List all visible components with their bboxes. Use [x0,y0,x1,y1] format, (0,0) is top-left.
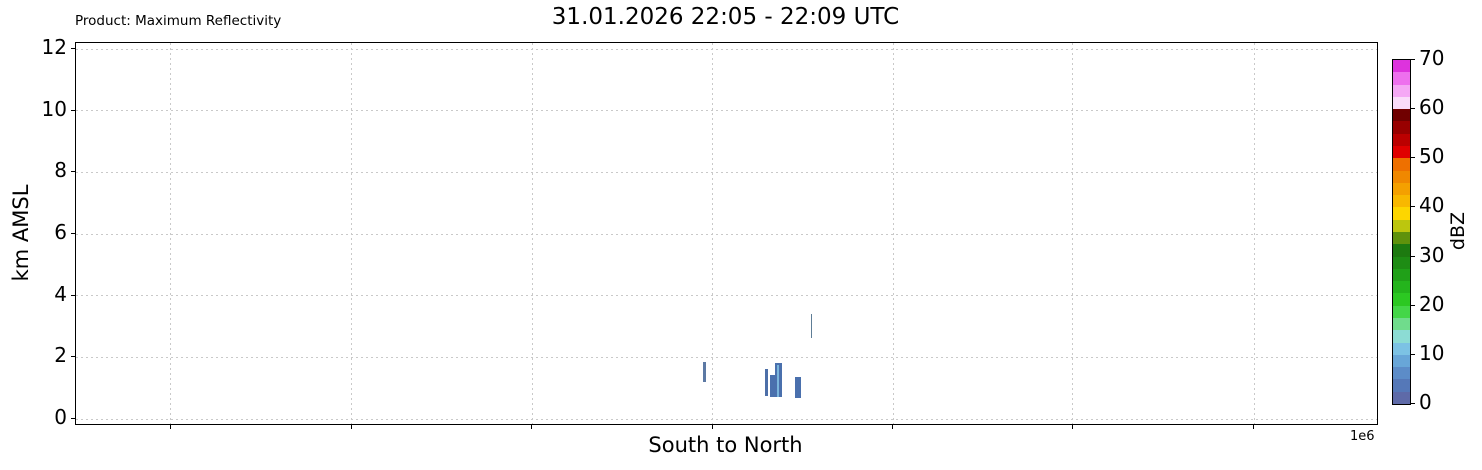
x-axis-label: South to North [648,433,803,457]
x-tick [711,425,713,429]
colorbar-segment [1393,305,1410,319]
x-gridline [351,43,353,424]
y-tick-label: 2 [54,343,67,368]
colorbar-axis-label: dBZ [1447,211,1469,251]
y-tick [71,356,75,358]
colorbar-tick-label: 0 [1419,390,1432,415]
colorbar-segment [1393,109,1410,122]
y-tick-label: 6 [54,220,67,245]
x-gridline [892,43,894,424]
y-gridline [76,48,1377,50]
colorbar-tick [1411,108,1415,110]
colorbar-segment [1393,256,1410,270]
colorbar-segment [1393,158,1410,172]
chart-title: 31.01.2026 22:05 - 22:09 UTC [551,4,900,30]
colorbar-tick [1411,353,1415,355]
x-gridline [712,43,714,424]
colorbar-segment [1393,72,1410,86]
colorbar-segment [1393,195,1410,208]
colorbar-tick [1411,304,1415,306]
x-gridline [1253,43,1255,424]
colorbar-tick-label: 50 [1419,144,1445,169]
colorbar-segment [1393,268,1410,282]
colorbar-segment [1393,146,1410,159]
echo-column [703,362,707,382]
x-gridline [170,43,172,424]
colorbar-tick [1411,255,1415,257]
colorbar-tick-label: 20 [1419,291,1445,316]
colorbar-segment [1393,342,1410,356]
echo-column [770,374,775,398]
y-gridline [76,171,1377,173]
colorbar-segment [1393,281,1410,294]
y-tick-label: 8 [54,158,67,183]
colorbar-segment [1393,133,1410,147]
y-tick [71,233,75,234]
plot-area [75,42,1378,425]
y-tick [71,294,75,296]
y-tick [71,418,75,419]
colorbar-tick-label: 30 [1419,242,1445,267]
colorbar-segment [1393,170,1410,184]
colorbar-tick [1411,403,1415,404]
colorbar [1392,59,1411,405]
colorbar-tick-label: 60 [1419,95,1445,120]
colorbar-segment [1393,96,1410,110]
colorbar-segment [1393,330,1410,344]
y-tick [71,48,75,49]
y-tick-label: 0 [54,405,67,430]
colorbar-segment [1393,60,1410,73]
y-tick [71,171,75,173]
y-gridline [76,295,1377,297]
colorbar-segment [1393,207,1410,221]
echo-column-light [776,365,779,398]
colorbar-segment [1393,391,1410,405]
colorbar-segment [1393,293,1410,307]
y-tick-label: 12 [41,35,67,60]
x-tick [350,425,352,429]
colorbar-tick-label: 70 [1419,46,1445,71]
echo-column [795,377,801,399]
colorbar-segment [1393,84,1410,98]
x-axis-offset-label: 1e6 [1350,429,1375,444]
x-tick [169,425,171,429]
x-gridline [531,43,533,424]
colorbar-segment [1393,232,1410,245]
colorbar-segment [1393,182,1410,196]
colorbar-segment [1393,367,1410,380]
colorbar-segment [1393,219,1410,233]
y-gridline [76,233,1377,235]
colorbar-tick-label: 40 [1419,193,1445,218]
colorbar-tick [1411,59,1415,60]
echo-column [810,313,813,338]
x-tick [1071,425,1073,429]
colorbar-segment [1393,318,1410,331]
colorbar-segment [1393,121,1410,135]
echo-column [765,369,768,396]
colorbar-segment [1393,379,1410,393]
colorbar-segment [1393,354,1410,368]
y-tick [71,109,75,111]
y-gridline [76,418,1377,420]
colorbar-tick-label: 10 [1419,340,1445,365]
x-tick [1253,425,1255,429]
colorbar-segment [1393,244,1410,258]
y-gridline [76,110,1377,112]
x-tick [531,425,532,429]
y-tick-label: 10 [41,96,67,121]
x-tick [892,425,894,429]
y-tick-label: 4 [54,281,67,306]
x-gridline [1072,43,1074,424]
colorbar-tick [1411,206,1415,208]
colorbar-tick [1411,157,1415,159]
y-gridline [76,356,1377,358]
product-label: Product: Maximum Reflectivity [75,13,282,29]
